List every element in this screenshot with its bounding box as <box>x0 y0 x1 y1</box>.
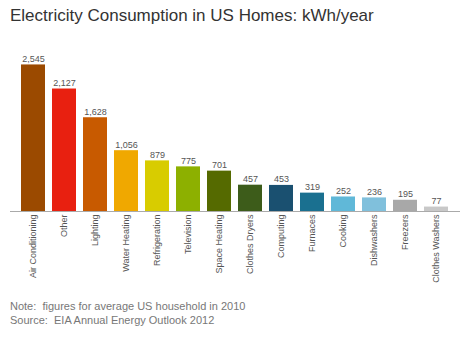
svg-text:77: 77 <box>431 196 441 206</box>
svg-text:Freezers: Freezers <box>400 214 410 250</box>
svg-text:236: 236 <box>367 187 382 197</box>
svg-text:2,545: 2,545 <box>22 54 45 64</box>
svg-text:1,628: 1,628 <box>84 107 107 117</box>
html-text:Note: figures for average US h: Note: figures for average US household i… <box>10 300 246 312</box>
svg-text:Other: Other <box>59 215 69 238</box>
svg-text:Air Conditioning: Air Conditioning <box>28 215 38 279</box>
svg-text:Cooking: Cooking <box>338 215 348 248</box>
svg-text:457: 457 <box>243 174 258 184</box>
svg-text:2,127: 2,127 <box>53 78 76 88</box>
svg-text:Clothes Dryers: Clothes Dryers <box>245 214 255 274</box>
svg-text:701: 701 <box>212 160 227 170</box>
svg-text:Clothes Washers: Clothes Washers <box>431 214 441 283</box>
svg-text:195: 195 <box>398 189 413 199</box>
svg-text:Space Heating: Space Heating <box>214 215 224 274</box>
svg-text:Furnaces: Furnaces <box>307 214 317 252</box>
svg-text:775: 775 <box>181 156 196 166</box>
svg-text:Computing: Computing <box>276 215 286 259</box>
html-text:Electricity Consumption in US: Electricity Consumption in US Homes: kWh… <box>10 6 374 25</box>
svg-text:Refrigeration: Refrigeration <box>152 215 162 267</box>
svg-text:Television: Television <box>183 215 193 255</box>
html-text:Source: EIA Annual Energy Outl: Source: EIA Annual Energy Outlook 2012 <box>10 314 215 326</box>
svg-text:879: 879 <box>150 150 165 160</box>
svg-text:Dishwashers: Dishwashers <box>369 214 379 266</box>
svg-text:252: 252 <box>336 186 351 196</box>
svg-text:319: 319 <box>305 182 320 192</box>
svg-text:1,056: 1,056 <box>115 140 138 150</box>
svg-text:Lighting: Lighting <box>90 215 100 247</box>
svg-text:453: 453 <box>274 174 289 184</box>
svg-text:Water Heating: Water Heating <box>121 215 131 272</box>
